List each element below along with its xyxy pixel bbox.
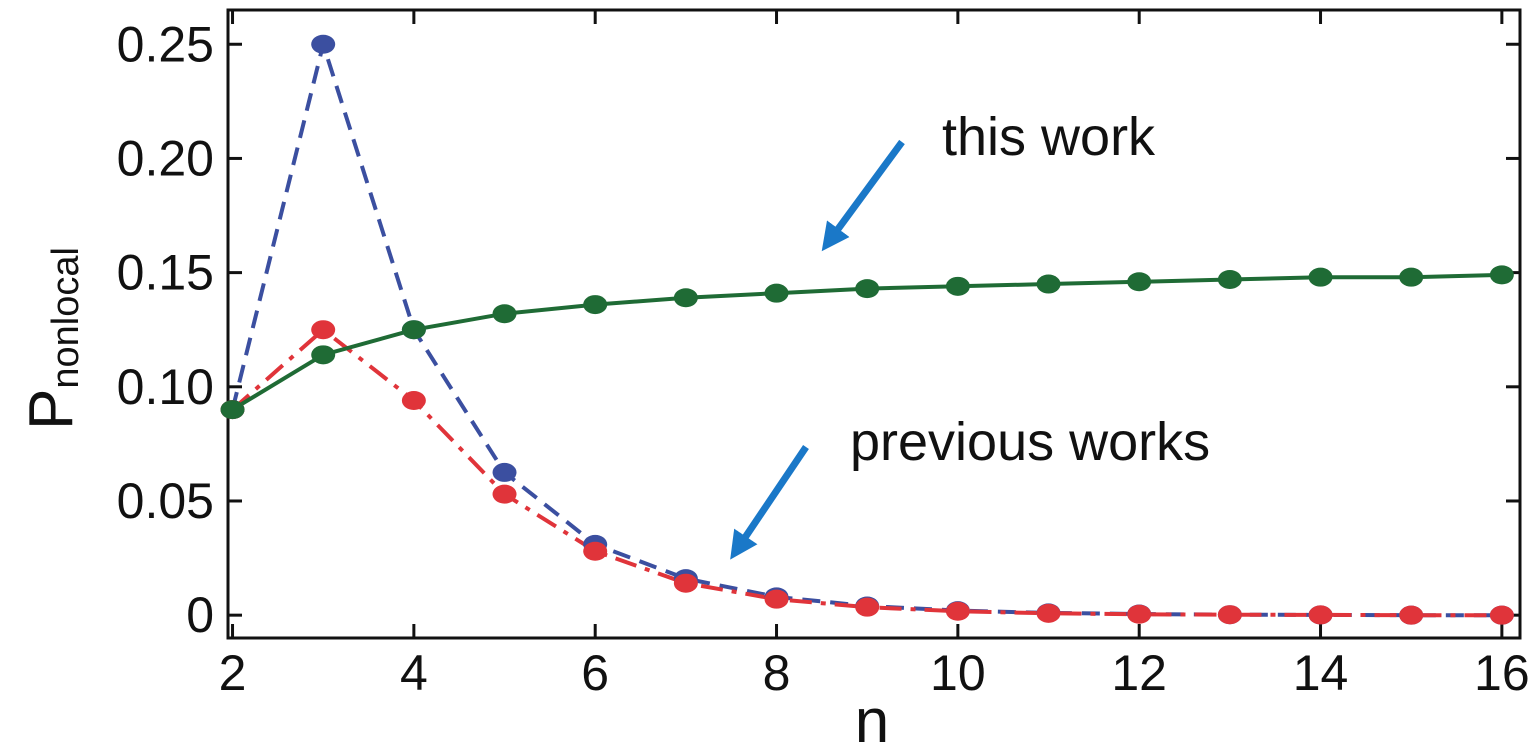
series-0-point bbox=[945, 276, 970, 296]
series-2-point bbox=[945, 601, 970, 621]
plot-frame bbox=[226, 8, 1522, 640]
series-2-point bbox=[1036, 603, 1061, 623]
series-2-point bbox=[1217, 605, 1242, 625]
series-2-point bbox=[1489, 605, 1514, 625]
series-0-point bbox=[220, 400, 245, 420]
series-2-point bbox=[1308, 605, 1333, 625]
y-tick-label: 0.15 bbox=[117, 245, 214, 301]
series-0-point bbox=[764, 283, 789, 303]
series-0-point bbox=[1217, 269, 1242, 289]
series-0-point bbox=[855, 279, 880, 299]
x-tick-label: 2 bbox=[219, 645, 247, 701]
series-2-point bbox=[401, 391, 426, 411]
series-1-point bbox=[492, 462, 517, 482]
x-tick-label: 6 bbox=[581, 645, 609, 701]
series-0-point bbox=[492, 304, 517, 324]
x-axis-title: n bbox=[855, 687, 889, 749]
x-axis-ticks: 2 4 6 8 10 12 14 16 bbox=[219, 10, 1530, 701]
series-0-point bbox=[1399, 267, 1424, 287]
series-0-point bbox=[673, 288, 698, 308]
series-2-point bbox=[1127, 604, 1152, 624]
annotation-this-work-arrow bbox=[821, 139, 905, 252]
y-tick-label: 0.10 bbox=[117, 359, 214, 415]
annotation-previous-works: previous works bbox=[850, 412, 1210, 472]
series-2-point bbox=[673, 573, 698, 593]
series-line-2 bbox=[231, 327, 1502, 618]
y-tick-label: 0.20 bbox=[117, 130, 214, 186]
series-0-point bbox=[1308, 267, 1333, 287]
annotation-this-work: this work bbox=[942, 107, 1156, 167]
series-2-point bbox=[1399, 605, 1424, 625]
y-tick-label: 0 bbox=[186, 587, 214, 643]
y-axis-title: Pnonlocal bbox=[17, 247, 87, 430]
series-0-point bbox=[311, 345, 336, 365]
y-axis-ticks: 0 0.05 0.10 0.15 0.20 0.25 bbox=[117, 16, 1520, 643]
y-tick-label: 0.25 bbox=[117, 16, 214, 72]
x-tick-label: 16 bbox=[1474, 645, 1530, 701]
series-2-point bbox=[764, 589, 789, 609]
series-2-point bbox=[583, 541, 608, 561]
annotation-previous-works-arrow bbox=[730, 445, 809, 560]
x-tick-label: 12 bbox=[1111, 645, 1167, 701]
series-2-point bbox=[855, 597, 880, 617]
x-tick-label: 8 bbox=[763, 645, 791, 701]
svg-text:Pnonlocal: Pnonlocal bbox=[17, 247, 87, 430]
series-0-point bbox=[583, 295, 608, 315]
y-axis-title-main: P bbox=[17, 389, 86, 430]
series-1-point bbox=[311, 34, 336, 54]
series-layer bbox=[220, 34, 1514, 625]
y-axis-title-subscript: nonlocal bbox=[45, 247, 87, 389]
series-0-point bbox=[1489, 265, 1514, 285]
series-0-point bbox=[1127, 272, 1152, 292]
x-tick-label: 4 bbox=[400, 645, 428, 701]
series-0-point bbox=[1036, 274, 1061, 294]
series-2-point bbox=[492, 484, 517, 504]
x-tick-label: 10 bbox=[930, 645, 986, 701]
series-0-point bbox=[401, 320, 426, 340]
series-2-point bbox=[311, 320, 336, 340]
x-tick-label: 14 bbox=[1293, 645, 1349, 701]
y-tick-label: 0.05 bbox=[117, 473, 214, 529]
